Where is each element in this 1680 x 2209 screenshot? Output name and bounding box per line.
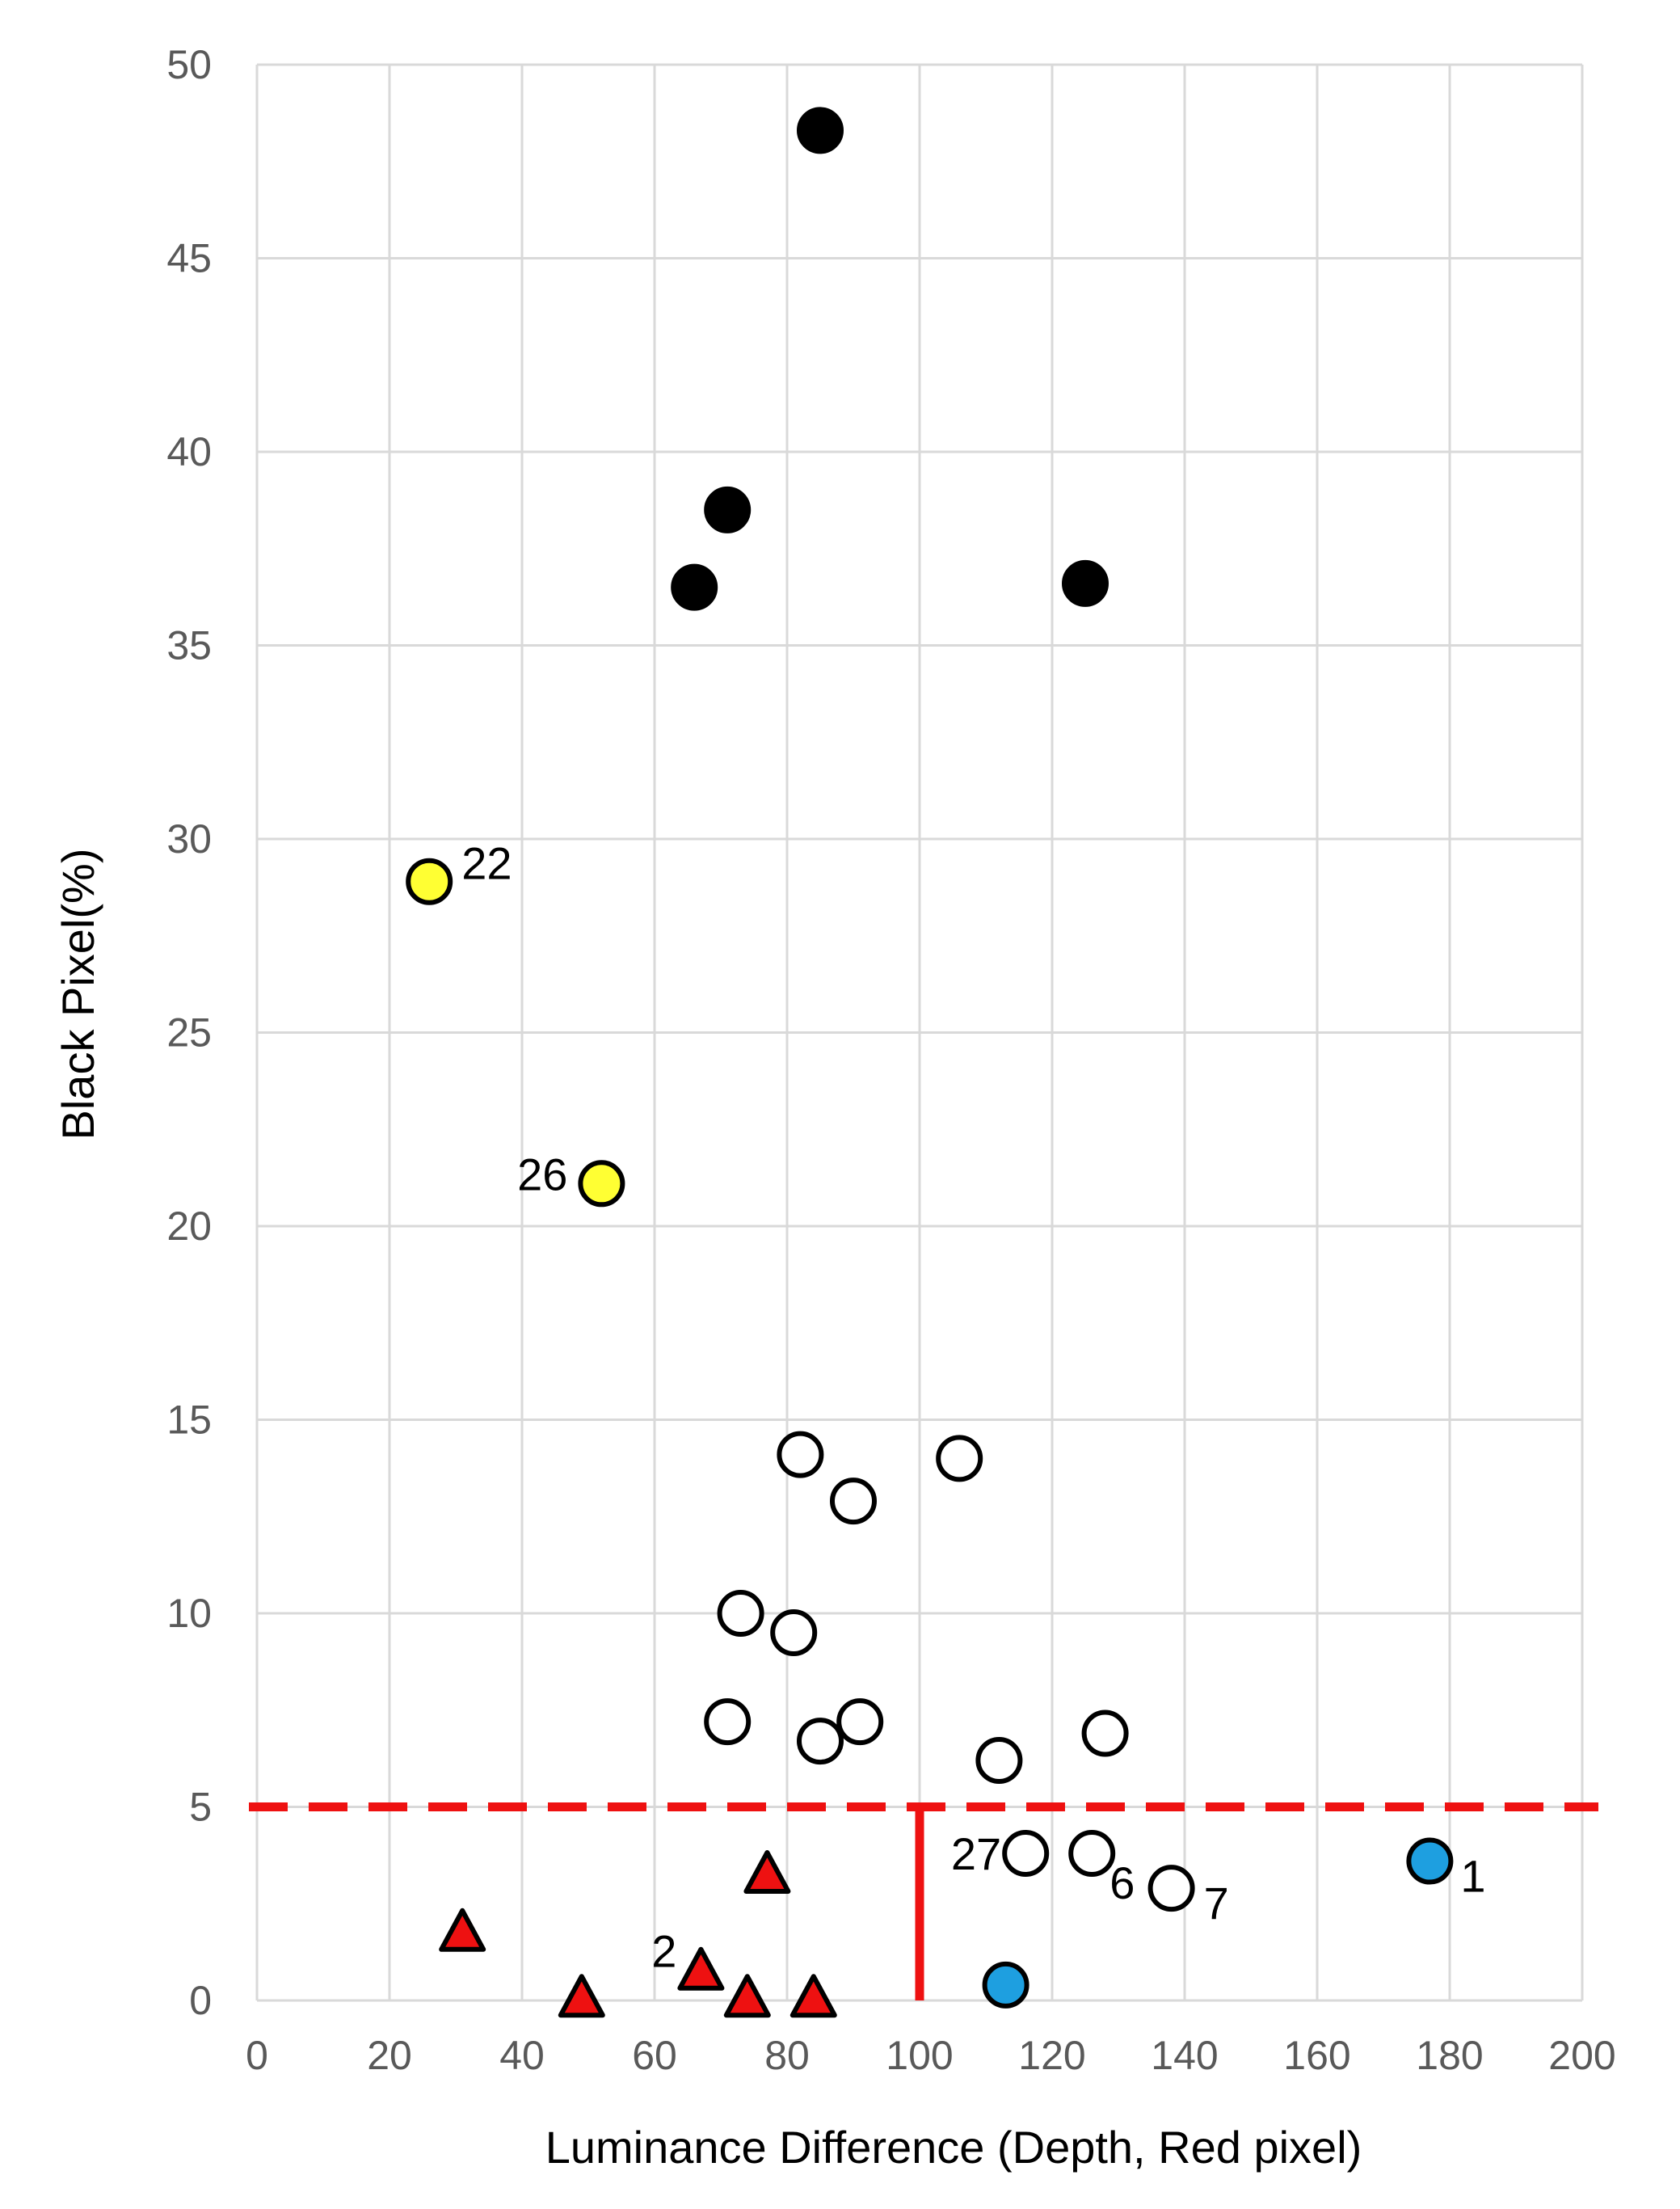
x-tick-label: 0: [246, 2033, 268, 2078]
data-point-triangle: [743, 1849, 791, 1894]
x-tick-label: 140: [1151, 2033, 1218, 2078]
data-point-circle: [1062, 559, 1109, 607]
x-axis-tick-labels: 0 20 40 60 80 100 120 140 160 180 200: [246, 2033, 1616, 2078]
point-label: 22: [461, 838, 512, 889]
data-point-circle: [770, 1608, 818, 1656]
point-label: 26: [517, 1149, 567, 1199]
point-label: 6: [1109, 1857, 1135, 1908]
data-point-circle: [975, 1737, 1023, 1785]
data-point-circle: [704, 486, 752, 533]
y-tick-label: 35: [166, 623, 212, 668]
data-point-circle: [671, 563, 718, 611]
data-point-circle: [830, 1478, 877, 1525]
y-tick-label: 5: [189, 1785, 212, 1830]
x-tick-label: 100: [886, 2033, 953, 2078]
data-point-circle: [578, 1160, 625, 1208]
y-tick-label: 45: [166, 236, 212, 281]
x-tick-label: 20: [367, 2033, 412, 2078]
point-label: 27: [951, 1828, 1001, 1879]
x-tick-label: 160: [1283, 2033, 1350, 2078]
data-point-circle: [1406, 1837, 1454, 1885]
x-axis-title: Luminance Difference (Depth, Red pixel): [545, 2122, 1362, 2173]
y-tick-label: 40: [166, 429, 212, 474]
data-point-triangle: [558, 1974, 605, 2018]
grid-lines: [255, 63, 1584, 2002]
data-point-circle: [717, 1590, 764, 1637]
y-axis-tick-labels: 0 5 10 15 20 25 30 35 40 45 50: [166, 42, 212, 2023]
y-tick-label: 20: [166, 1204, 212, 1249]
data-points: [406, 107, 1454, 2018]
y-tick-label: 10: [166, 1591, 212, 1636]
data-point-circle: [797, 107, 844, 154]
data-point-circle: [1002, 1829, 1050, 1877]
data-point-triangle: [789, 1974, 837, 2018]
x-tick-label: 40: [499, 2033, 545, 2078]
data-point-triangle: [677, 1946, 725, 1991]
x-tick-label: 80: [764, 2033, 810, 2078]
data-point-triangle: [723, 1974, 771, 2018]
x-tick-label: 200: [1548, 2033, 1615, 2078]
y-tick-label: 30: [166, 816, 212, 862]
point-label: 2: [651, 1925, 676, 1976]
data-point-triangle: [439, 1908, 486, 1952]
data-point-circle: [836, 1698, 884, 1746]
x-tick-label: 60: [632, 2033, 677, 2078]
y-tick-label: 15: [166, 1397, 212, 1443]
data-point-circle: [1081, 1709, 1129, 1757]
point-labels: 22 26 27 6 7 1 2: [461, 838, 1485, 1977]
point-label: 7: [1204, 1878, 1229, 1929]
data-point-circle: [406, 858, 453, 905]
data-point-circle: [777, 1431, 824, 1478]
data-point-circle: [704, 1698, 752, 1746]
data-point-circle: [1068, 1829, 1116, 1877]
data-point-circle: [982, 1961, 1029, 2009]
y-axis-title: Black Pixel(%): [53, 849, 103, 1140]
y-tick-label: 0: [189, 1978, 212, 2023]
data-point-circle: [1147, 1865, 1195, 1912]
x-tick-label: 180: [1416, 2033, 1483, 2078]
data-point-circle: [797, 1718, 844, 1765]
x-tick-label: 120: [1018, 2033, 1085, 2078]
threshold-lines: [249, 1802, 1598, 2000]
data-point-circle: [936, 1435, 983, 1482]
point-label: 1: [1460, 1851, 1485, 1902]
y-tick-label: 50: [166, 42, 212, 87]
y-tick-label: 25: [166, 1010, 212, 1056]
